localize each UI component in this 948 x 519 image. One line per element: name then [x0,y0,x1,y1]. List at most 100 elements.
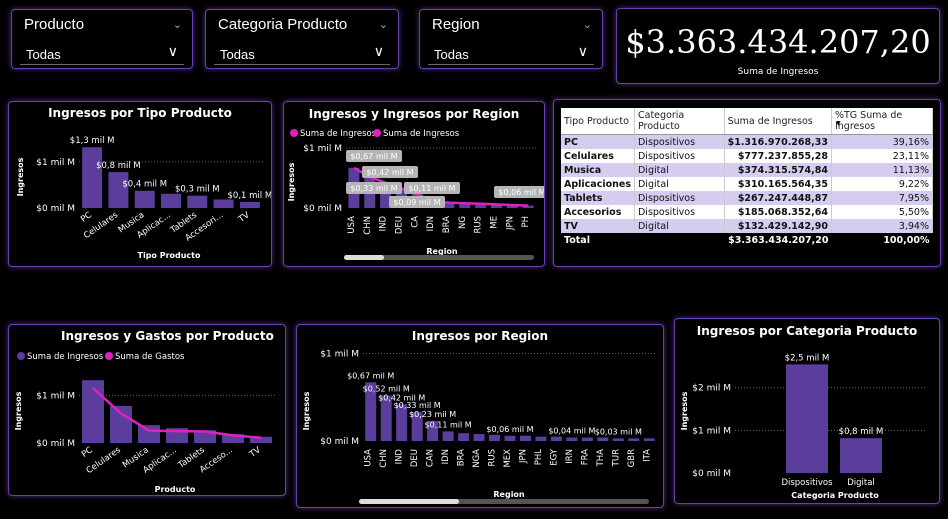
slicer-categoria[interactable]: Categoria Producto ⌄ Todas ∨ [205,9,399,69]
column-header[interactable]: Suma de Ingresos [724,108,832,135]
data-label: $0,33 mil M [394,401,441,410]
table-row[interactable]: Musica Digital $374.315.574,84 11,13% [561,163,934,177]
chart-ingresos-region-small[interactable]: Ingresos y Ingresos por Region Suma de I… [283,101,545,267]
data-label: $0,03 mil M [595,427,642,436]
table-cell: Dispositivos [634,191,725,205]
bar [473,434,485,441]
chart-title: Ingresos por Region [411,329,549,343]
matrix-table-card[interactable]: Tipo Producto Categoria Producto Suma de… [553,99,941,267]
bar [365,382,377,441]
data-label: $0,3 mil M [175,185,220,195]
slicer-producto[interactable]: Producto ⌄ Todas ∨ [11,9,193,69]
data-label: $1,3 mil M [70,136,115,146]
column-header-label: %TG Suma de Ingresos [834,110,903,132]
y-tick-label: $1 mil M [36,391,75,401]
chart-ingresos-region[interactable]: Ingresos por Region $1 mil M $0 mil M $0,6… [296,324,664,508]
x-tick-label: NG [458,216,468,229]
bar [411,412,423,441]
table-row[interactable]: TV Digital $132.429.142,90 3,94% [561,219,934,233]
column-header[interactable]: Tipo Producto [561,108,635,135]
x-tick-label: Dispositivos [781,478,833,488]
slicer-region[interactable]: Region ⌄ Todas ∨ [419,9,603,69]
scrollbar-thumb[interactable] [344,255,384,260]
table-row[interactable]: Celulares Dispositivos $777.237.855,28 23,1… [561,149,934,163]
table-header-row: Tipo Producto Categoria Producto Suma de… [561,108,934,135]
table-cell: $185.068.352,64 [724,205,832,219]
table-cell: Digital [634,219,725,233]
x-tick-label: IDN [426,216,436,231]
legend-label: Suma de Gastos [115,352,185,362]
table-cell: $267.247.448,87 [724,191,832,205]
slicer-dropdown[interactable]: Todas ∨ [214,42,390,65]
table-row[interactable]: Tablets Dispositivos $267.247.448,87 7,95% [561,191,934,205]
chart-title: Ingresos y Gastos por Producto [61,329,274,343]
data-label: $0,4 mil M [122,180,167,190]
chart-svg: $1 mil M$0 mil M$1,3 mil MPC$0,8 mil MCe… [16,136,271,260]
slicer-dropdown[interactable]: Todas ∨ [20,42,184,65]
table-cell: 3,94% [831,219,934,233]
chevron-down-icon[interactable]: ⌄ [172,18,182,31]
kpi-label: Suma de Ingresos [737,67,819,77]
table-row[interactable]: Aplicaciones Digital $310.165.564,35 9,22% [561,177,934,191]
chart-svg: Suma de Ingresos Suma de Ingresos $1 mil M… [287,129,544,260]
table-row[interactable]: Accesorios Dispositivos $185.068.352,64 5,5… [561,205,934,219]
x-tick-label: RUS [474,216,484,234]
data-label: $0,42 mil M [378,393,425,402]
table-row[interactable]: PC Dispositivos $1.316.970.268,33 39,16% [561,134,934,149]
chevron-down-icon[interactable]: ∨ [577,44,588,60]
y-axis-title: Ingresos [302,391,311,430]
x-tick-label: THA [596,449,606,468]
table-cell: Aplicaciones [561,177,635,191]
data-label: $0,52 mil M [363,385,410,394]
y-tick-label: $0 mil M [36,439,75,449]
bar [490,204,502,208]
table-cell: $310.165.564,35 [724,177,832,191]
table-cell: $777.237.855,28 [724,149,832,163]
tooltip-label: $0,67 mil M [350,152,397,161]
table-cell: $374.315.574,84 [724,163,832,177]
bar [134,190,155,208]
tooltip-label: $0,09 mil M [393,198,440,207]
x-tick-label: USA [347,216,357,234]
chevron-down-icon[interactable]: ∨ [373,44,384,60]
table-total-cell [634,233,725,247]
table-cell: PC [561,134,635,149]
x-tick-label: RUS [488,449,498,467]
bar [459,203,471,208]
chart-ingresos-tipo-producto[interactable]: Ingresos por Tipo Producto $1 mil M $0 mi… [8,101,272,267]
tooltip-box [389,196,445,208]
x-tick-label: DEU [394,216,404,234]
bar [612,438,624,441]
scrollbar-track [344,255,534,260]
column-header[interactable]: Categoria Producto [634,108,725,135]
sort-desc-icon[interactable]: ▼ [835,120,841,127]
data-label: $0,06 mil M [486,425,533,434]
legend-marker [373,129,381,137]
table-cell: $1.316.970.268,33 [724,134,832,149]
slicer-value: Todas [26,47,61,62]
table-cell: 11,13% [831,163,934,177]
chevron-down-icon[interactable]: ⌄ [378,18,388,31]
chart-ingresos-categoria[interactable]: Ingresos por Categoria Producto $2 mil M… [674,318,940,504]
table-cell: 5,50% [831,205,934,219]
bar [643,438,655,441]
x-tick-label: PH [521,216,531,228]
table-cell: Tablets [561,191,635,205]
column-header[interactable]: %TG Suma de Ingresos ▼ [831,108,934,135]
bar [161,193,181,208]
bar [597,437,609,441]
scrollbar-thumb[interactable] [359,499,459,504]
chevron-down-icon[interactable]: ⌄ [582,18,592,31]
bar [380,395,392,441]
bar [581,437,593,441]
y-tick-label: $2 mil M [692,384,731,394]
x-tick-label: TV [236,210,252,225]
bar [504,435,516,441]
chevron-down-icon[interactable]: ∨ [167,44,178,60]
x-tick-label: PC [80,445,95,460]
tooltip-label: $0,11 mil M [408,184,455,193]
x-tick-label: FRA [580,449,590,465]
legend-label: Suma de Ingresos [27,352,104,362]
chart-ingresos-gastos-producto[interactable]: Ingresos y Gastos por Producto Suma de I… [8,324,286,496]
slicer-dropdown[interactable]: Todas ∨ [428,42,594,65]
